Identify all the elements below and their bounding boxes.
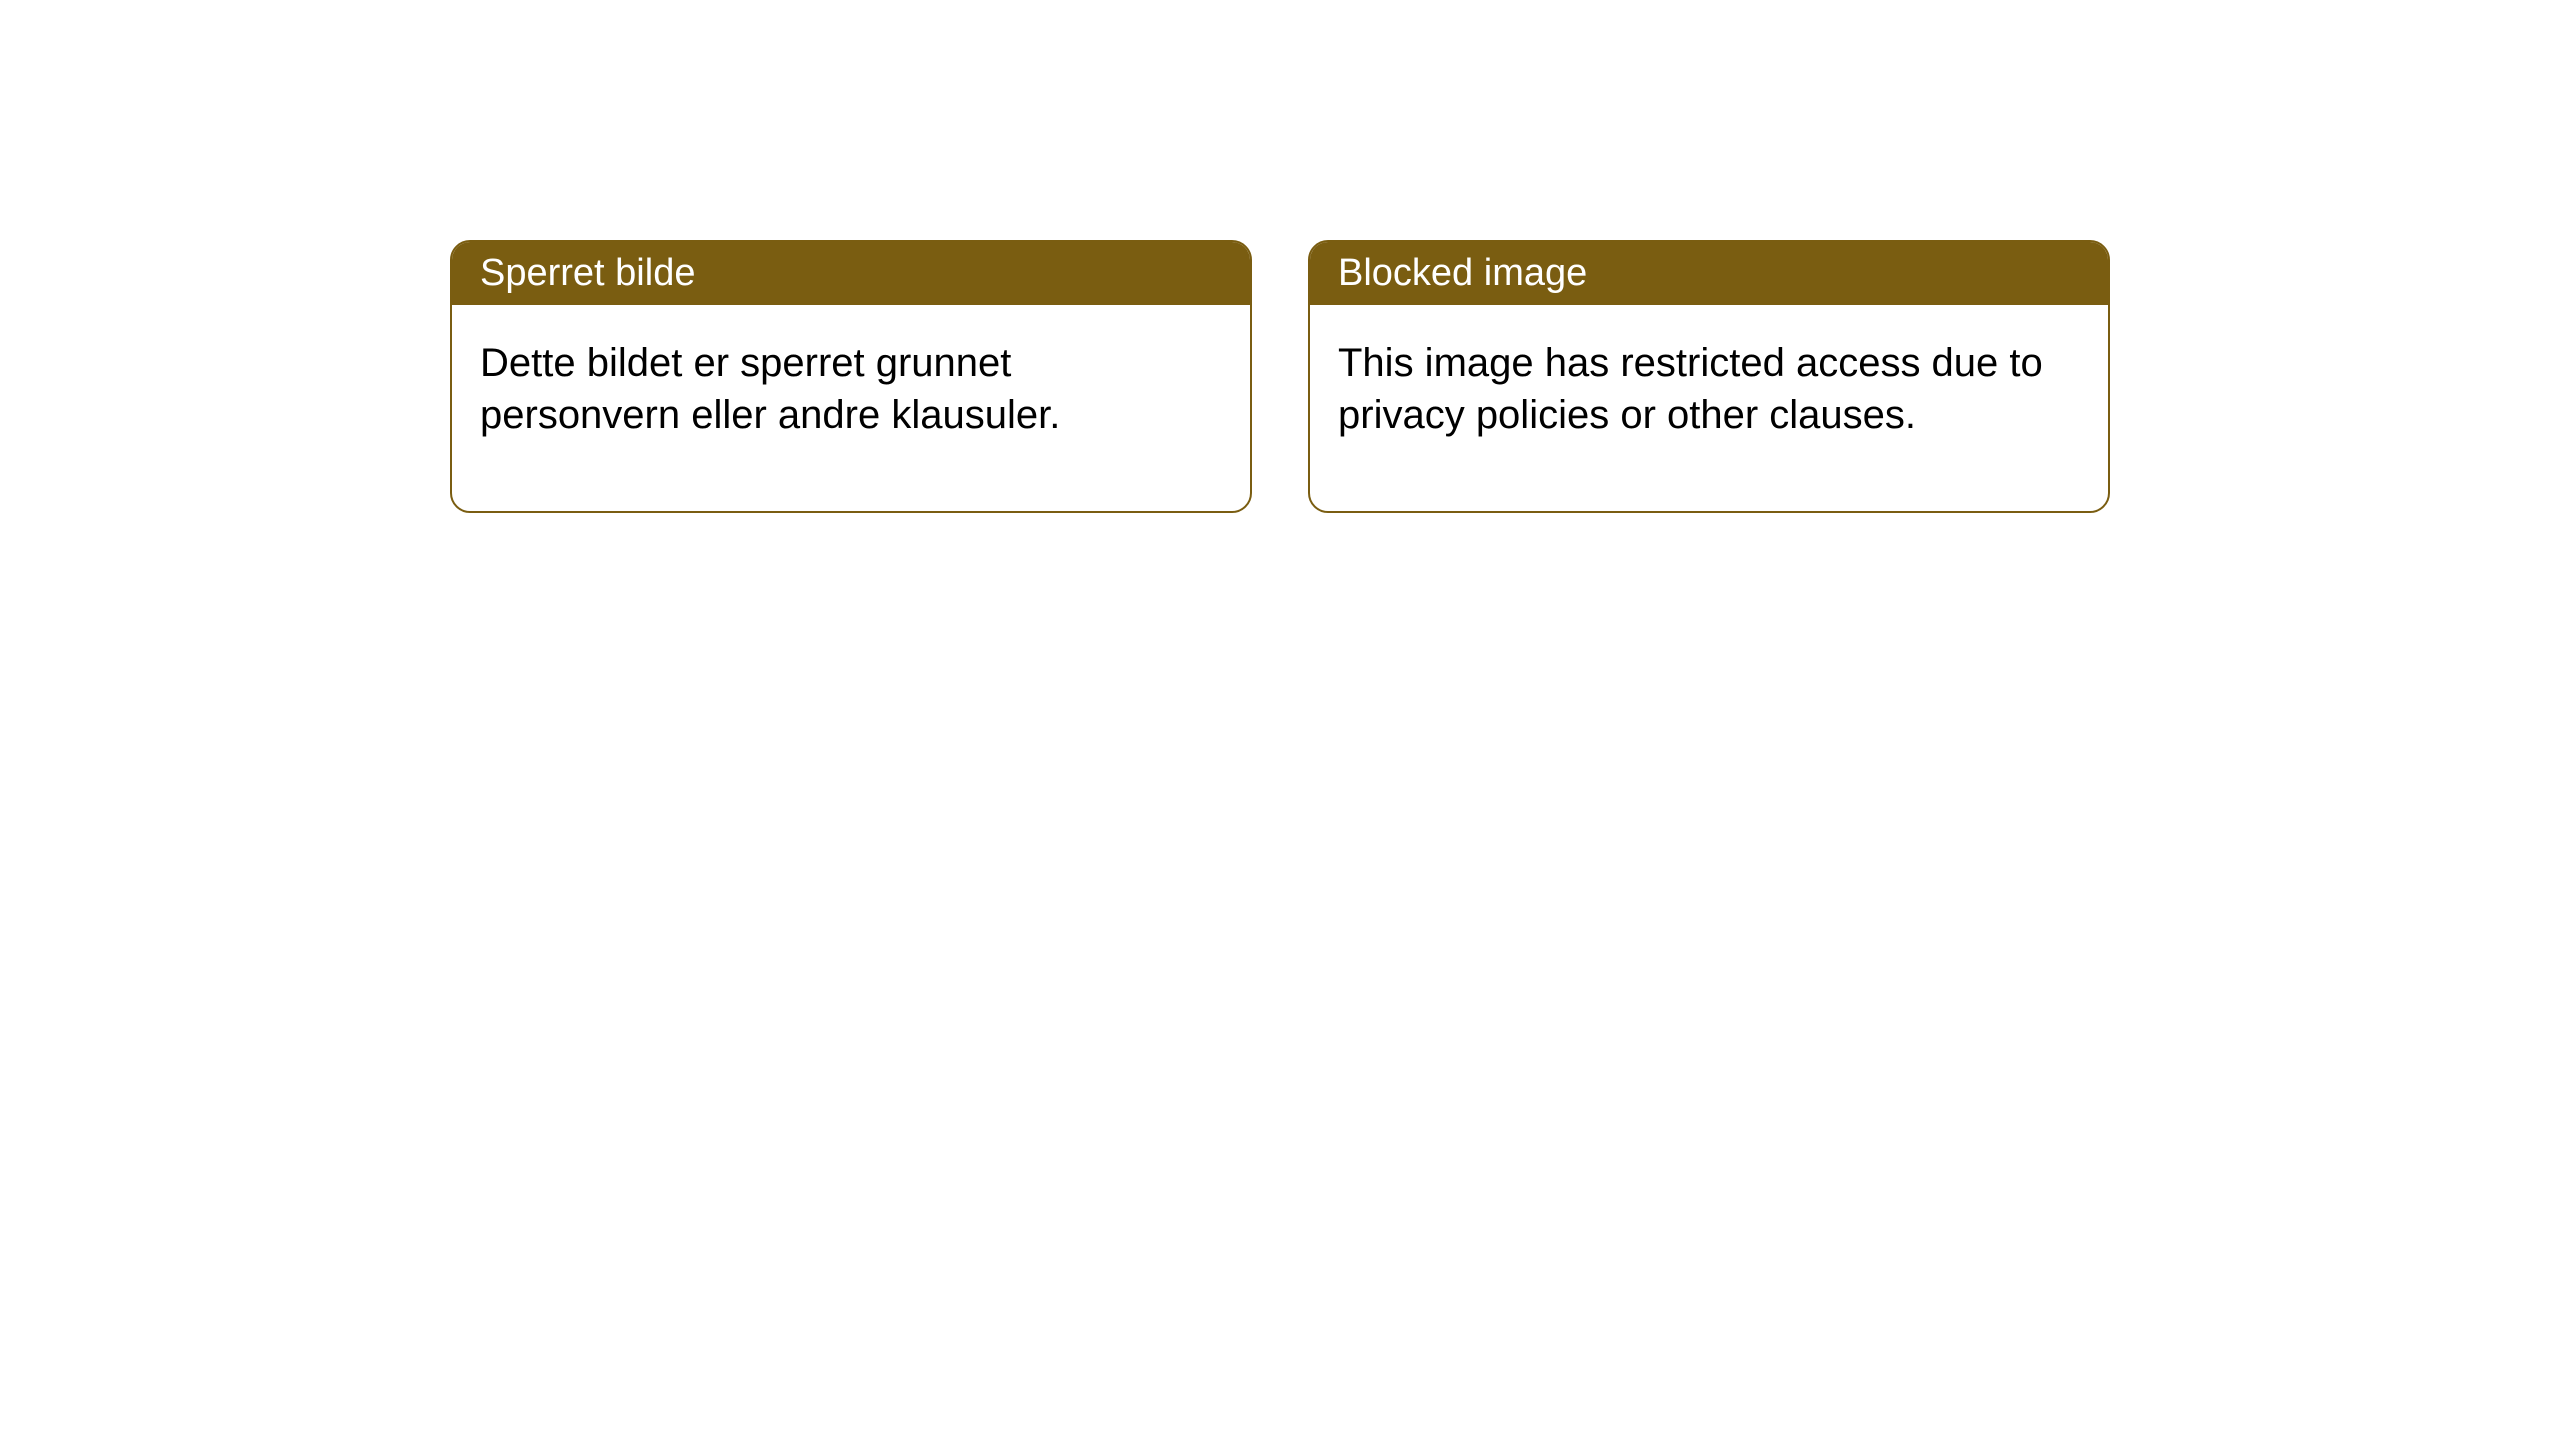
notice-text-english: This image has restricted access due to … bbox=[1338, 341, 2043, 437]
notice-body-english: This image has restricted access due to … bbox=[1310, 305, 2108, 511]
notice-body-norwegian: Dette bildet er sperret grunnet personve… bbox=[452, 305, 1250, 511]
notice-title-english: Blocked image bbox=[1338, 252, 1587, 294]
notice-card-norwegian: Sperret bilde Dette bildet er sperret gr… bbox=[450, 240, 1252, 513]
notice-card-english: Blocked image This image has restricted … bbox=[1308, 240, 2110, 513]
notice-text-norwegian: Dette bildet er sperret grunnet personve… bbox=[480, 341, 1060, 437]
notice-header-english: Blocked image bbox=[1310, 242, 2108, 305]
notice-title-norwegian: Sperret bilde bbox=[480, 252, 695, 294]
notice-container: Sperret bilde Dette bildet er sperret gr… bbox=[450, 240, 2110, 513]
notice-header-norwegian: Sperret bilde bbox=[452, 242, 1250, 305]
